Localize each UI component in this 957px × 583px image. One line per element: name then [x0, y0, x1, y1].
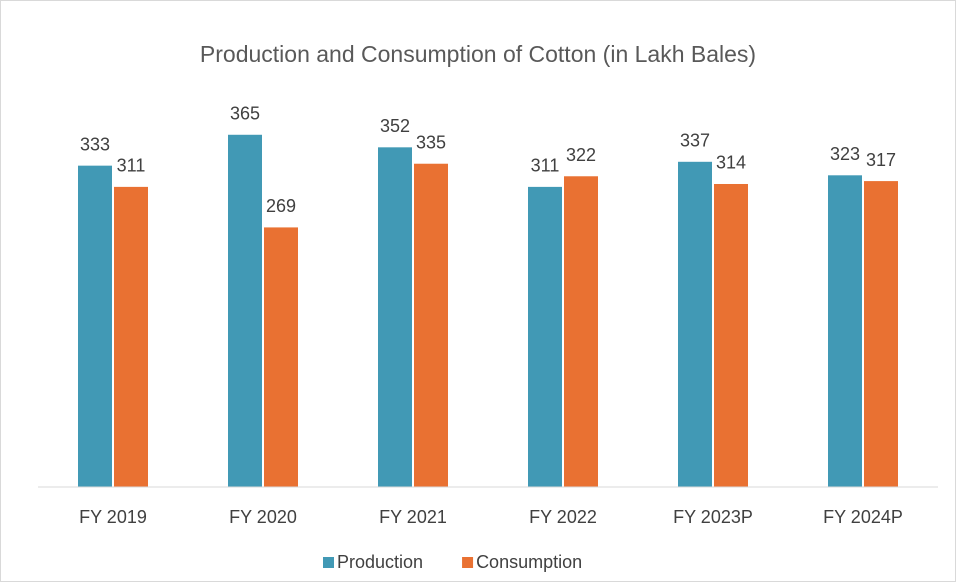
- bar: [528, 186, 562, 487]
- bar: [264, 227, 298, 488]
- data-label: 323: [830, 144, 860, 164]
- bar: [78, 165, 112, 487]
- bar: [678, 161, 712, 488]
- x-tick-label: FY 2022: [529, 507, 597, 527]
- legend-label: Production: [337, 552, 423, 572]
- bar: [564, 176, 598, 487]
- bar: [228, 134, 262, 487]
- x-tick-label: FY 2021: [379, 507, 447, 527]
- legend-label: Consumption: [476, 552, 582, 572]
- bar: [828, 175, 862, 487]
- legend-swatch: [323, 557, 334, 568]
- x-tick-label: FY 2024P: [823, 507, 903, 527]
- bar: [378, 147, 412, 487]
- data-label: 322: [566, 145, 596, 165]
- x-tick-label: FY 2023P: [673, 507, 753, 527]
- bar: [864, 181, 898, 487]
- data-label: 333: [80, 134, 110, 154]
- x-tick-label: FY 2019: [79, 507, 147, 527]
- chart-title: Production and Consumption of Cotton (in…: [200, 41, 756, 67]
- bar: [714, 183, 748, 488]
- legend-swatch: [462, 557, 474, 568]
- data-label: 335: [416, 132, 446, 152]
- data-label: 314: [716, 153, 746, 173]
- data-label: 337: [680, 131, 710, 151]
- x-tick-label: FY 2020: [229, 507, 297, 527]
- data-label: 311: [117, 156, 146, 176]
- data-label: 269: [266, 196, 296, 216]
- data-label: 352: [380, 116, 410, 136]
- bar: [114, 186, 148, 487]
- data-label: 317: [866, 150, 896, 170]
- data-label: 365: [230, 104, 260, 124]
- bar: [414, 163, 448, 487]
- data-label: 311: [531, 156, 560, 176]
